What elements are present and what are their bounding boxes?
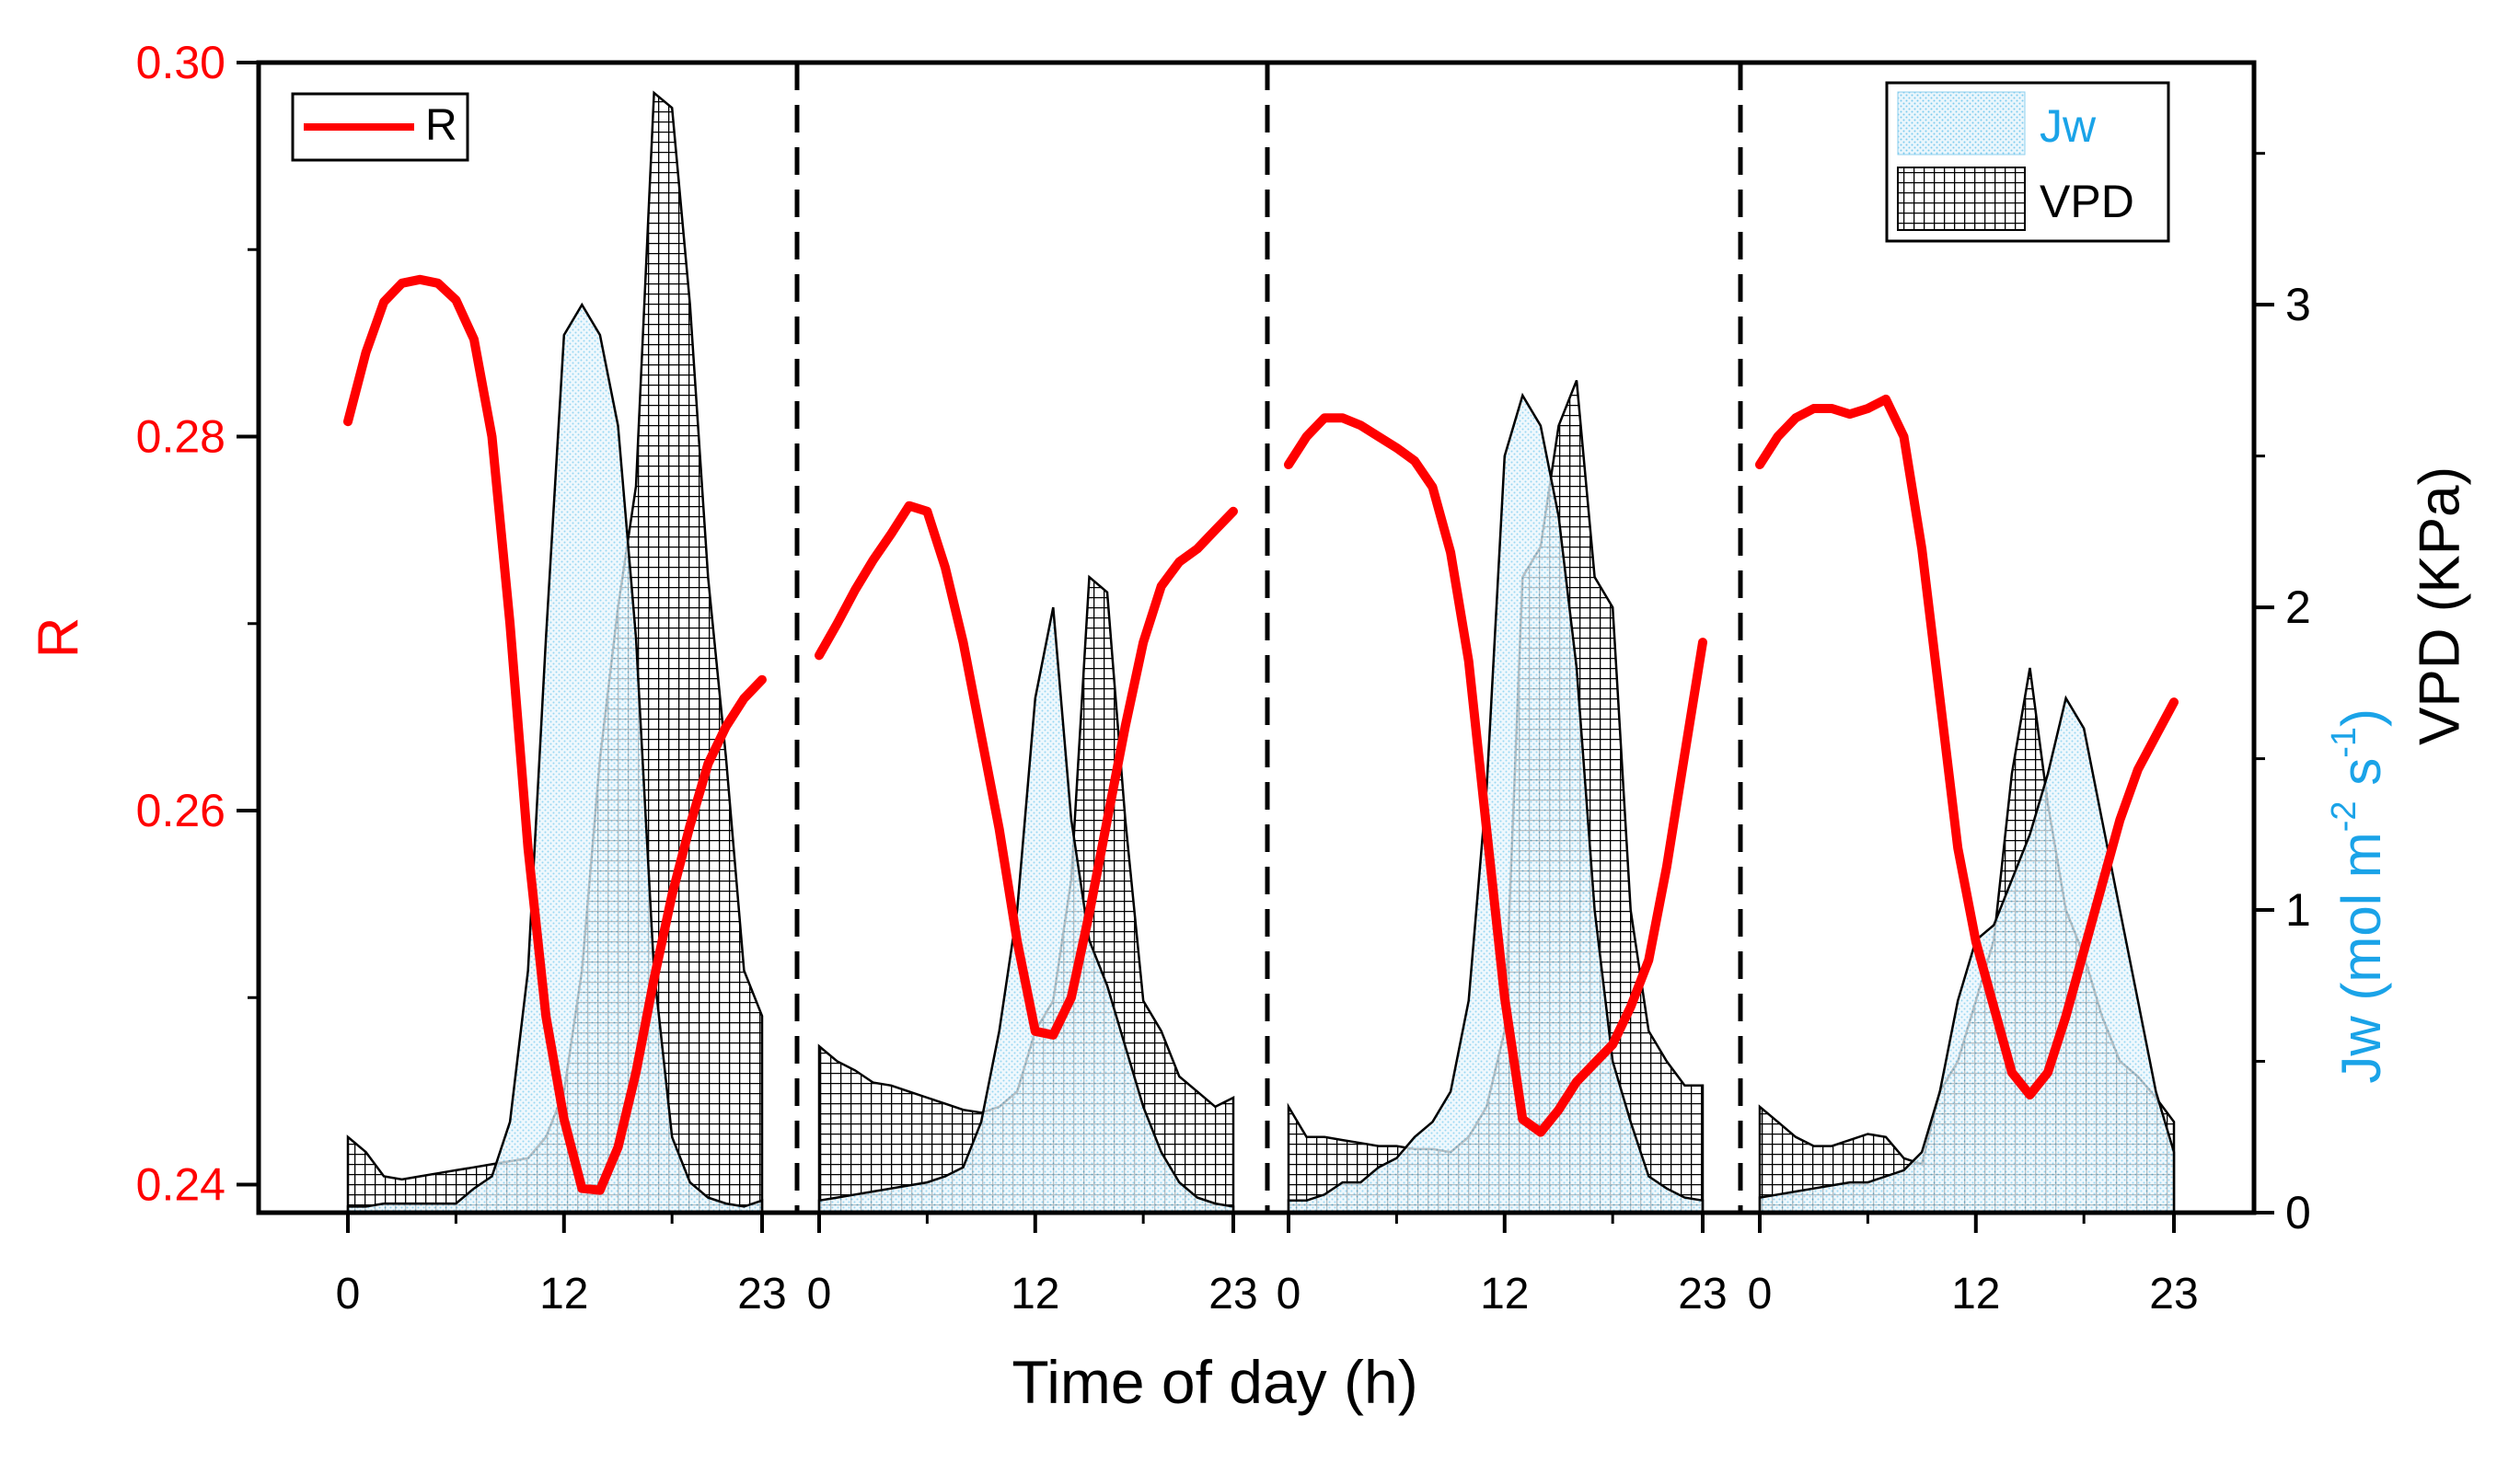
x-axis-title: Time of day (h) <box>1011 1348 1417 1416</box>
x-tick-label: 0 <box>336 1270 361 1318</box>
left-tick-label: 0.30 <box>136 37 225 88</box>
jw-area-panel-4 <box>1758 695 2176 1213</box>
x-tick-label: 12 <box>1951 1270 2000 1318</box>
x-tick-label: 23 <box>1208 1270 1257 1318</box>
x-tick-label: 0 <box>1748 1270 1773 1318</box>
right-axis-title-jw: Jw (mol m-2 s-1) <box>2325 708 2392 1084</box>
jw-area-panel-2 <box>817 606 1235 1213</box>
plot-frame <box>256 60 2257 1215</box>
jw-title-end: ) <box>2330 708 2392 727</box>
right-tick-label: 2 <box>2285 581 2311 633</box>
legend-left: R <box>291 92 469 162</box>
panels-layer <box>343 90 2179 1213</box>
left-tick-label: 0.28 <box>136 411 225 463</box>
panel-3 <box>1284 379 1707 1213</box>
right-tick-label: 0 <box>2285 1187 2311 1238</box>
x-tick-label: 23 <box>2149 1270 2198 1318</box>
legend-jw-swatch <box>1897 91 2026 155</box>
r-line-panel-4 <box>1755 394 2179 1099</box>
r-line-panel-3 <box>1284 413 1707 1137</box>
x-tick-label: 12 <box>1480 1270 1529 1318</box>
right-tick-label: 3 <box>2285 279 2311 330</box>
x-tick-label: 23 <box>737 1270 786 1318</box>
legend-vpd-label: VPD <box>2040 176 2134 227</box>
jw-title-exp2: -1 <box>2325 727 2364 758</box>
r-line-panel-1 <box>343 274 767 1195</box>
legend-right: Jw VPD <box>1885 81 2170 243</box>
right-axis-title-vpd: VPD (KPa) <box>2408 466 2471 745</box>
left-tick-label: 0.24 <box>136 1159 225 1211</box>
right-tick-label: 1 <box>2285 884 2311 936</box>
left-tick-label: 0.26 <box>136 785 225 836</box>
panel-2 <box>815 501 1238 1213</box>
jw-title-base: Jw (mol m <box>2330 832 2392 1083</box>
legend-vpd-swatch <box>1897 167 2026 231</box>
panel-1 <box>343 90 767 1213</box>
legend-jw-label: Jw <box>2040 100 2097 152</box>
jw-area-panel-3 <box>1287 392 1705 1213</box>
jw-title-mid: s <box>2330 758 2392 801</box>
x-tick-label: 0 <box>807 1270 832 1318</box>
panel-4 <box>1755 394 2179 1213</box>
x-tick-label: 12 <box>1011 1270 1059 1318</box>
left-axis-title: R <box>27 617 90 659</box>
jw-title-exp1: -2 <box>2325 800 2364 832</box>
r-line-panel-2 <box>815 501 1238 1040</box>
x-tick-label: 12 <box>539 1270 588 1318</box>
x-tick-label: 23 <box>1678 1270 1727 1318</box>
legend-r-label: R <box>425 101 457 150</box>
x-tick-label: 0 <box>1277 1270 1301 1318</box>
jw-area-panel-1 <box>346 302 764 1213</box>
